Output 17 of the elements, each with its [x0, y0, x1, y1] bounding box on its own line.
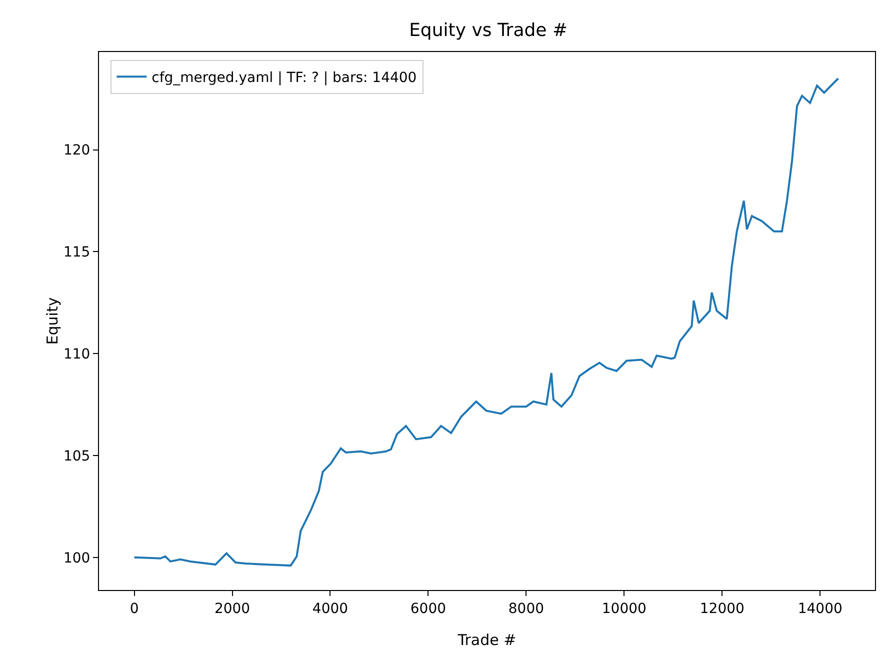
x-tick-label: 12000	[700, 600, 744, 617]
x-tick-label: 8000	[508, 600, 544, 617]
y-axis-title: Equity	[43, 297, 62, 345]
y-tick-label: 100	[63, 550, 90, 566]
legend-label: cfg_merged.yaml | TF: ? | bars: 14400	[152, 70, 417, 86]
x-axis-title: Trade #	[456, 631, 516, 649]
x-tick-label: 10000	[602, 600, 646, 617]
x-tick-label: 0	[130, 600, 139, 617]
x-tick-label: 2000	[214, 600, 250, 617]
chart-title: Equity vs Trade #	[409, 20, 568, 42]
x-tick-label: 4000	[312, 600, 348, 617]
x-tick-label: 14000	[798, 600, 842, 617]
x-tick-label: 6000	[410, 600, 446, 617]
y-tick-label: 115	[63, 244, 90, 261]
y-tick-label: 120	[63, 142, 90, 159]
y-tick-label: 110	[63, 346, 90, 363]
y-tick-label: 105	[63, 448, 90, 464]
